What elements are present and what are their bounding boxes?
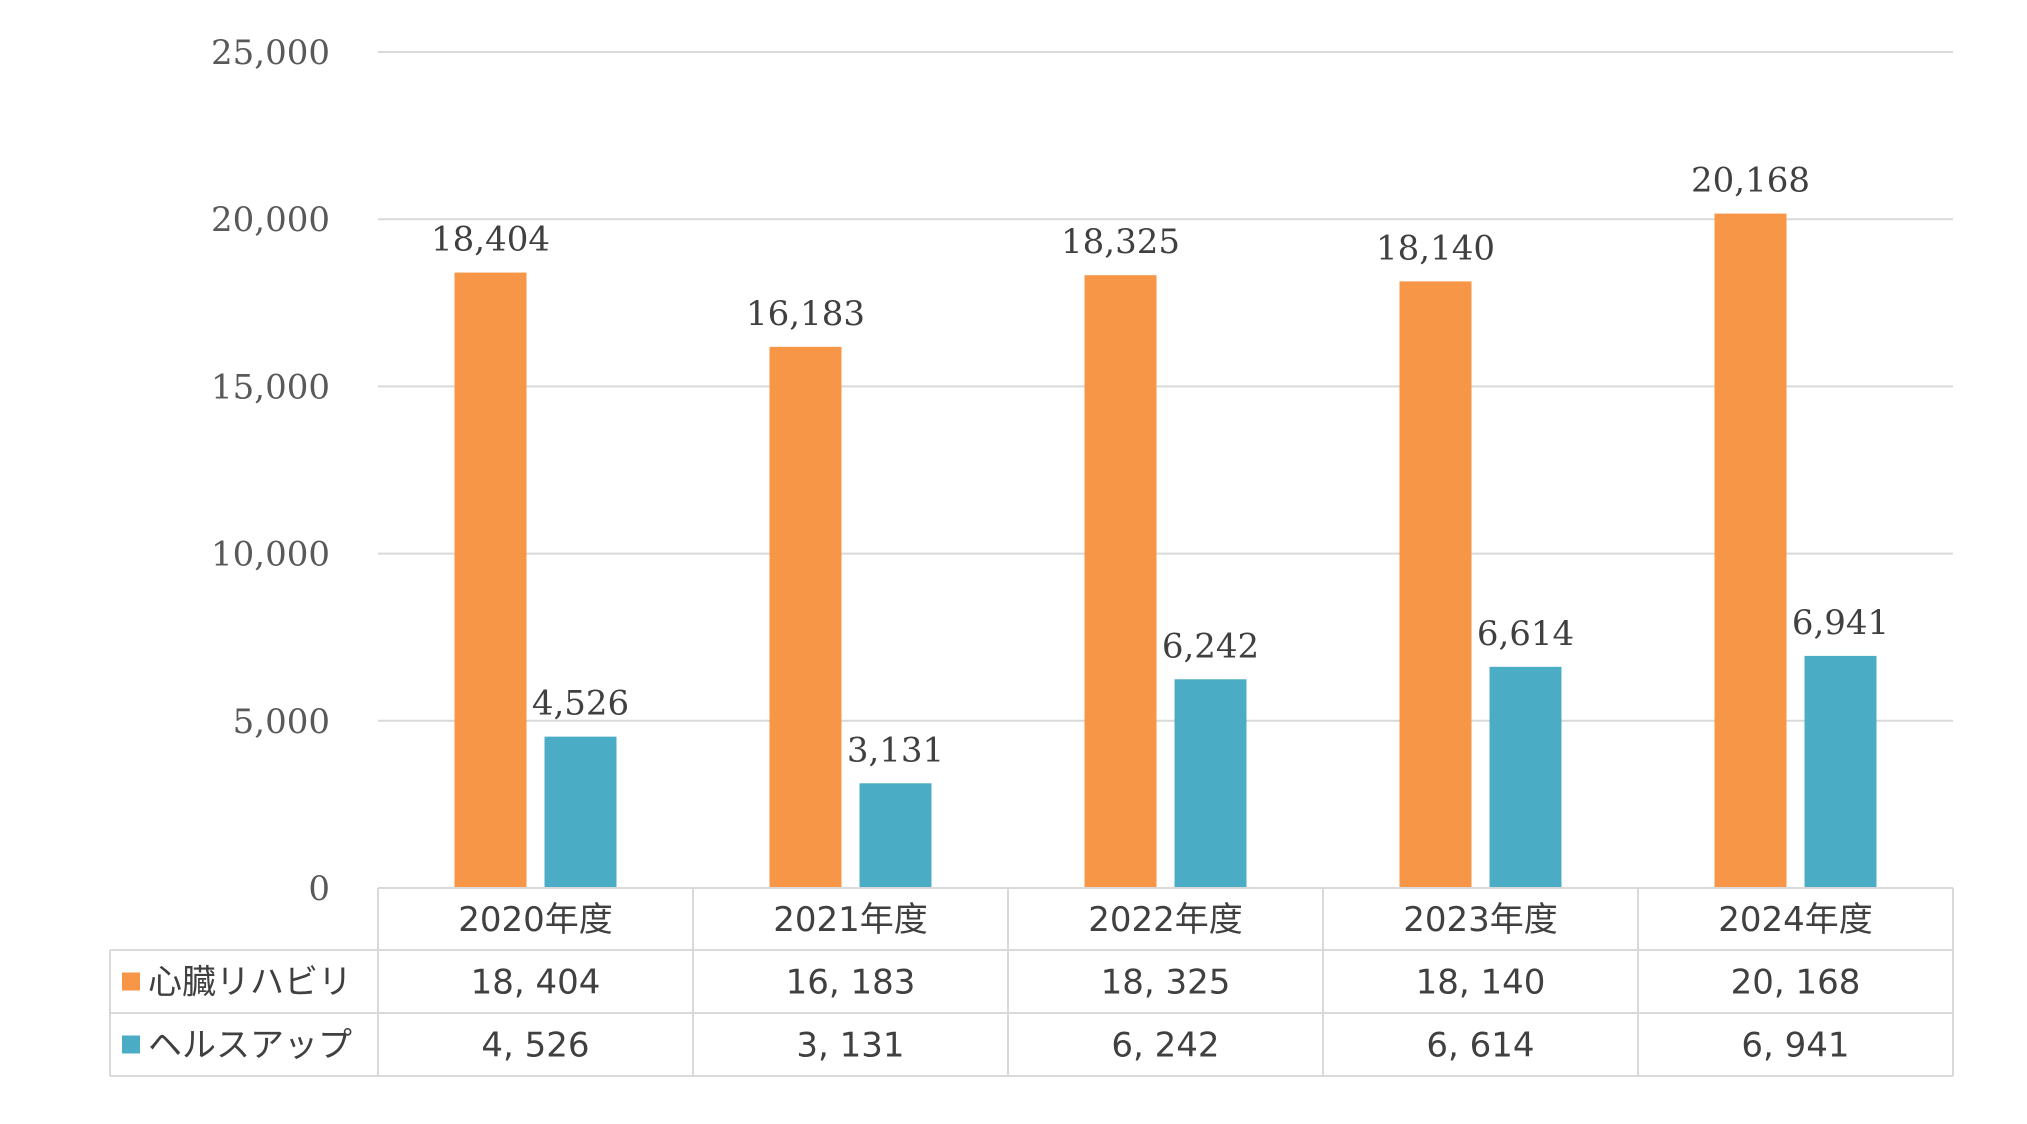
- table-cell: 3, 131: [796, 1026, 904, 1066]
- category-label: 2022年度: [1088, 900, 1243, 940]
- series-name: ヘルスアップ: [148, 1026, 352, 1066]
- y-tick-label: 0: [308, 869, 330, 909]
- table-cell: 6, 614: [1426, 1026, 1534, 1066]
- bar: [859, 783, 932, 888]
- data-label: 18,404: [431, 220, 550, 260]
- table-cell: 4, 526: [481, 1026, 589, 1066]
- bar: [1489, 666, 1562, 888]
- data-label: 6,614: [1477, 614, 1574, 654]
- data-label: 20,168: [1691, 161, 1810, 201]
- y-tick-label: 5,000: [233, 702, 330, 742]
- table-cell: 18, 140: [1416, 963, 1546, 1003]
- table-cell: 6, 941: [1741, 1026, 1849, 1066]
- data-labels: 18,404 4,526 16,183 3,131 18,325 6,242 18,140 6…: [431, 161, 1889, 771]
- bar: [1399, 281, 1472, 888]
- bars: [454, 213, 1877, 889]
- data-label: 4,526: [532, 684, 629, 724]
- data-label: 18,140: [1376, 228, 1495, 268]
- bar: [1804, 655, 1877, 888]
- bar: [454, 272, 527, 888]
- data-label: 3,131: [847, 730, 944, 770]
- legend-key: [122, 1035, 140, 1054]
- y-axis: 0 5,000 10,000 15,000 20,000 25,000: [211, 33, 330, 909]
- gridlines: [378, 51, 1953, 722]
- category-label: 2023年度: [1403, 900, 1558, 940]
- data-label: 18,325: [1061, 222, 1180, 262]
- data-label: 6,242: [1162, 626, 1259, 666]
- table-cell: 18, 404: [471, 963, 601, 1003]
- data-label: 6,941: [1792, 603, 1889, 643]
- bar: [1084, 275, 1157, 888]
- category-label: 2024年度: [1718, 900, 1873, 940]
- bar: [544, 736, 617, 888]
- y-tick-label: 25,000: [211, 33, 330, 73]
- y-tick-label: 20,000: [211, 200, 330, 240]
- category-label: 2020年度: [458, 900, 613, 940]
- bar: [769, 346, 842, 889]
- y-tick-label: 10,000: [211, 535, 330, 575]
- table-cell: 18, 325: [1101, 963, 1231, 1003]
- data-label: 16,183: [746, 294, 865, 334]
- category-label: 2021年度: [773, 900, 928, 940]
- table-cell: 20, 168: [1731, 963, 1861, 1003]
- table-cell: 16, 183: [786, 963, 916, 1003]
- table-cell: 6, 242: [1111, 1026, 1219, 1066]
- bar: [1174, 679, 1247, 888]
- bar: [1714, 213, 1787, 888]
- y-tick-label: 15,000: [211, 367, 330, 407]
- series-name: 心臓リハビリ: [148, 963, 352, 1003]
- legend-key: [122, 972, 140, 991]
